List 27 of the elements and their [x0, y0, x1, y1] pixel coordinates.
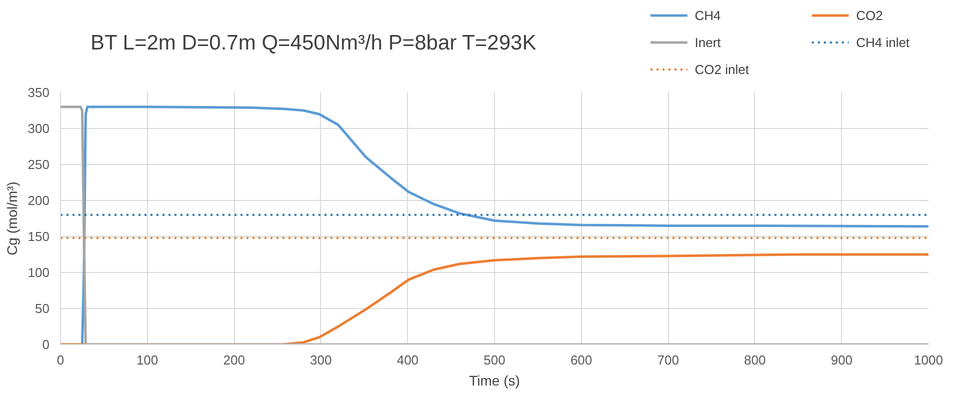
chart-title: BT L=2m D=0.7m Q=450Nm³/h P=8bar T=293K: [90, 32, 536, 54]
x-tick-label: 200: [223, 352, 245, 368]
x-tick-label: 700: [657, 352, 679, 368]
x-axis-title: Time (s): [469, 372, 520, 388]
x-tick-label: 400: [396, 352, 419, 368]
x-tick-label: 800: [744, 352, 766, 368]
y-tick-label: 150: [28, 229, 50, 244]
y-tick-label: 250: [28, 157, 50, 172]
x-tick-label: 600: [570, 352, 592, 368]
x-tick-label: 1000: [914, 352, 943, 368]
y-tick-label: 200: [28, 193, 50, 208]
y-tick-label: 50: [35, 301, 50, 316]
y-axis-title: Cg (mol/m³): [4, 182, 20, 256]
legend-label: Inert: [694, 35, 722, 50]
x-tick-label: 100: [136, 352, 158, 368]
x-tick-label: 500: [484, 352, 506, 368]
y-tick-label: 100: [28, 265, 50, 280]
legend-label: CH4: [694, 8, 721, 23]
x-tick-label: 900: [830, 352, 853, 368]
y-tick-label: 0: [42, 337, 50, 352]
x-tick-label: 300: [310, 352, 332, 368]
legend-label: CO2 inlet: [694, 62, 750, 77]
y-tick-label: 350: [28, 85, 50, 100]
legend-label: CH4 inlet: [856, 35, 910, 50]
legend-label: CO2: [856, 8, 883, 23]
x-tick-label: 0: [56, 352, 64, 368]
y-tick-label: 300: [28, 121, 50, 136]
